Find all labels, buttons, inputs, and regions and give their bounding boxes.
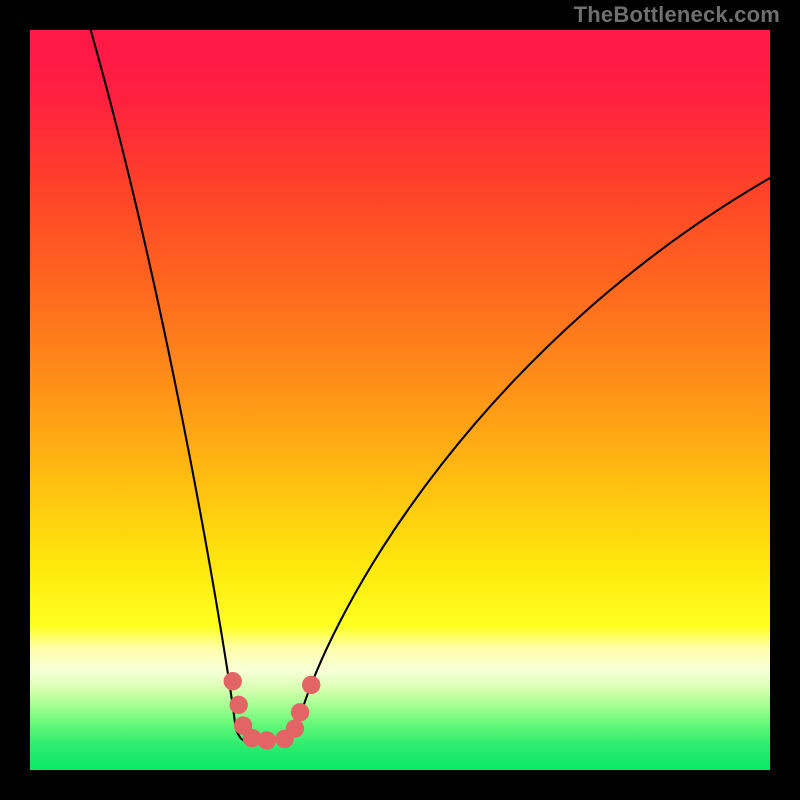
plot-background [30, 30, 770, 770]
bottleneck-chart [0, 0, 800, 800]
watermark-text: TheBottleneck.com [574, 2, 780, 28]
marker-dot [291, 703, 309, 721]
marker-dot [302, 676, 320, 694]
chart-stage: TheBottleneck.com [0, 0, 800, 800]
marker-dot [224, 672, 242, 690]
marker-dot [229, 696, 247, 714]
marker-dot [258, 731, 276, 749]
marker-dot [286, 719, 304, 737]
